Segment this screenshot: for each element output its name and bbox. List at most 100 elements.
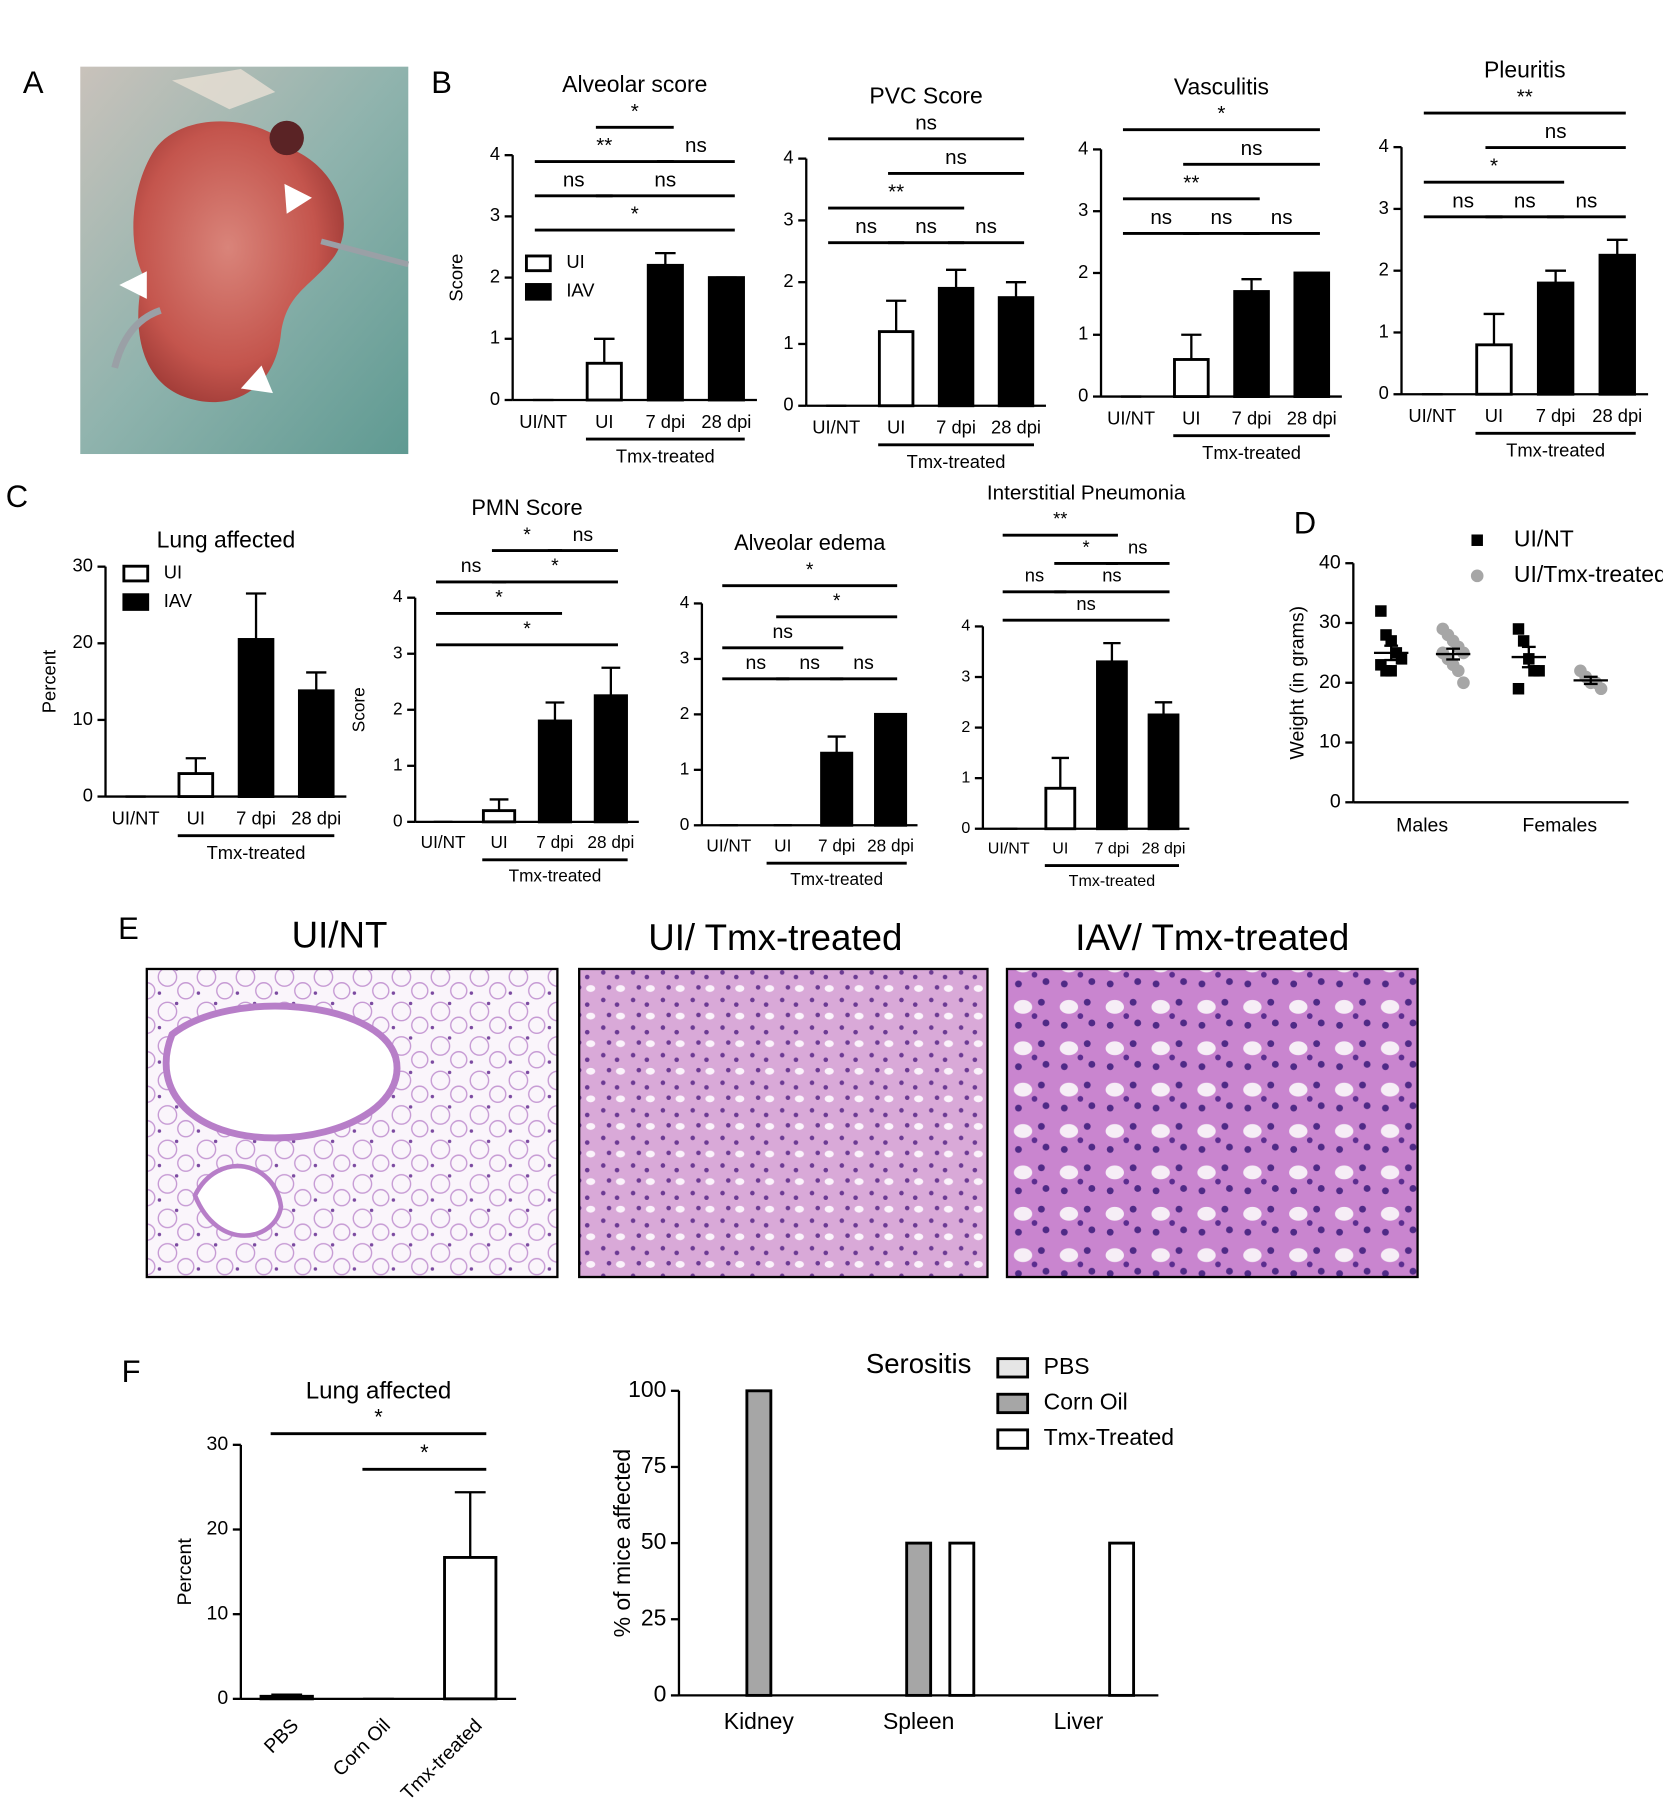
significance-label: * bbox=[420, 1440, 429, 1465]
legend-swatch bbox=[996, 1392, 1030, 1415]
chart-title: Vasculitis bbox=[1174, 73, 1269, 99]
legend-label: Tmx-Treated bbox=[1044, 1424, 1174, 1450]
y-tick-label: 1 bbox=[1078, 323, 1088, 344]
data-point bbox=[1533, 665, 1545, 677]
y-tick-label: 0 bbox=[83, 784, 93, 805]
panel-label: A bbox=[23, 65, 44, 100]
significance-label: * bbox=[1083, 536, 1090, 557]
significance-label: ns bbox=[1076, 593, 1095, 614]
legend-swatch bbox=[122, 593, 150, 611]
data-point bbox=[1451, 664, 1465, 678]
chart-title: PVC Score bbox=[869, 83, 982, 109]
bar bbox=[646, 263, 684, 402]
group-label: Tmx-treated bbox=[509, 866, 602, 886]
bar bbox=[1096, 660, 1128, 831]
x-tick-label: 28 dpi bbox=[1592, 405, 1642, 426]
x-tick-label: UI bbox=[887, 417, 905, 438]
bar bbox=[177, 772, 215, 798]
legend-swatch bbox=[996, 1428, 1030, 1450]
significance-label: ** bbox=[1183, 171, 1199, 194]
x-tick-label: 7 dpi bbox=[1536, 405, 1576, 426]
bar bbox=[1147, 713, 1180, 831]
y-tick-label: 2 bbox=[680, 703, 690, 723]
legend-swatch bbox=[1470, 569, 1484, 583]
x-tick-label: UI/NT bbox=[421, 832, 466, 852]
y-axis-label: Weight (in grams) bbox=[1286, 606, 1308, 760]
chart-title: Alveolar score bbox=[562, 71, 707, 97]
x-tick-label: Spleen bbox=[883, 1708, 954, 1734]
bar bbox=[874, 712, 908, 827]
x-tick-label: UI bbox=[1485, 405, 1503, 426]
x-tick-label: UI/NT bbox=[1107, 407, 1155, 428]
y-tick-label: 2 bbox=[490, 265, 500, 286]
y-tick-label: 20 bbox=[207, 1518, 229, 1540]
significance-label: * bbox=[1490, 155, 1498, 178]
significance-label: ns bbox=[1211, 206, 1233, 229]
bar bbox=[745, 1389, 773, 1697]
y-tick-label: 3 bbox=[680, 647, 690, 667]
x-tick-label: 7 dpi bbox=[536, 832, 573, 852]
group-label: Tmx-treated bbox=[1202, 442, 1301, 463]
bar bbox=[1475, 343, 1513, 396]
bar bbox=[1108, 1541, 1136, 1697]
legend-label: UI/NT bbox=[1514, 525, 1574, 551]
data-point bbox=[1512, 682, 1525, 695]
significance-label: ** bbox=[1053, 508, 1067, 529]
significance-label: ns bbox=[853, 652, 874, 674]
legend-label: UI bbox=[566, 251, 584, 272]
histology-images bbox=[145, 967, 1419, 1279]
significance-label: ns bbox=[1545, 120, 1567, 143]
bar bbox=[820, 751, 854, 827]
y-tick-label: 50 bbox=[641, 1528, 667, 1554]
data-point bbox=[1517, 635, 1530, 647]
significance-label: ns bbox=[915, 111, 937, 134]
y-tick-label: 0 bbox=[680, 814, 690, 834]
x-tick-label: 28 dpi bbox=[587, 832, 634, 852]
bar bbox=[259, 1694, 314, 1701]
data-point bbox=[1594, 682, 1608, 696]
y-tick-label: 1 bbox=[961, 768, 970, 786]
bar bbox=[1233, 290, 1270, 398]
x-tick-label: 28 dpi bbox=[701, 411, 751, 432]
y-tick-label: 1 bbox=[783, 332, 793, 353]
group-label: Tmx-treated bbox=[907, 451, 1006, 472]
legend-swatch bbox=[996, 1357, 1030, 1379]
chart-title: PMN Score bbox=[471, 495, 582, 520]
x-tick-label: 7 dpi bbox=[818, 836, 855, 856]
legend-label: IAV bbox=[164, 590, 193, 611]
significance-label: * bbox=[1217, 102, 1225, 125]
y-tick-label: 4 bbox=[490, 143, 500, 164]
y-tick-label: 1 bbox=[1379, 320, 1389, 341]
bar bbox=[585, 361, 623, 402]
x-tick-label: Females bbox=[1522, 815, 1597, 837]
significance-label: ns bbox=[915, 215, 937, 238]
significance-label: ns bbox=[772, 621, 793, 643]
x-tick-label: 28 dpi bbox=[867, 836, 914, 856]
bar bbox=[1293, 271, 1331, 398]
legend-label: PBS bbox=[1044, 1353, 1090, 1379]
significance-label: ns bbox=[855, 215, 877, 238]
x-tick-label: Liver bbox=[1054, 1708, 1104, 1734]
y-tick-label: 0 bbox=[1379, 382, 1389, 403]
bar bbox=[537, 719, 573, 824]
data-point bbox=[1395, 653, 1408, 665]
data-point bbox=[1385, 665, 1397, 677]
bar bbox=[905, 1541, 933, 1697]
y-axis-label: Score bbox=[349, 687, 369, 732]
y-tick-label: 2 bbox=[961, 718, 970, 736]
y-tick-label: 4 bbox=[961, 617, 970, 635]
data-point bbox=[1512, 623, 1525, 635]
chart-title: Lung affected bbox=[306, 1378, 452, 1405]
panel-label: D bbox=[1294, 505, 1316, 540]
data-point bbox=[1385, 635, 1397, 647]
y-tick-label: 3 bbox=[393, 642, 403, 662]
y-tick-label: 0 bbox=[490, 388, 500, 409]
y-tick-label: 0 bbox=[1078, 384, 1088, 405]
x-tick-label: Males bbox=[1396, 815, 1448, 837]
bar bbox=[1044, 786, 1077, 831]
group-label: Tmx-treated bbox=[1506, 440, 1605, 461]
bar bbox=[707, 276, 745, 402]
x-tick-label: 28 dpi bbox=[991, 417, 1041, 438]
x-tick-label: UI bbox=[595, 411, 613, 432]
